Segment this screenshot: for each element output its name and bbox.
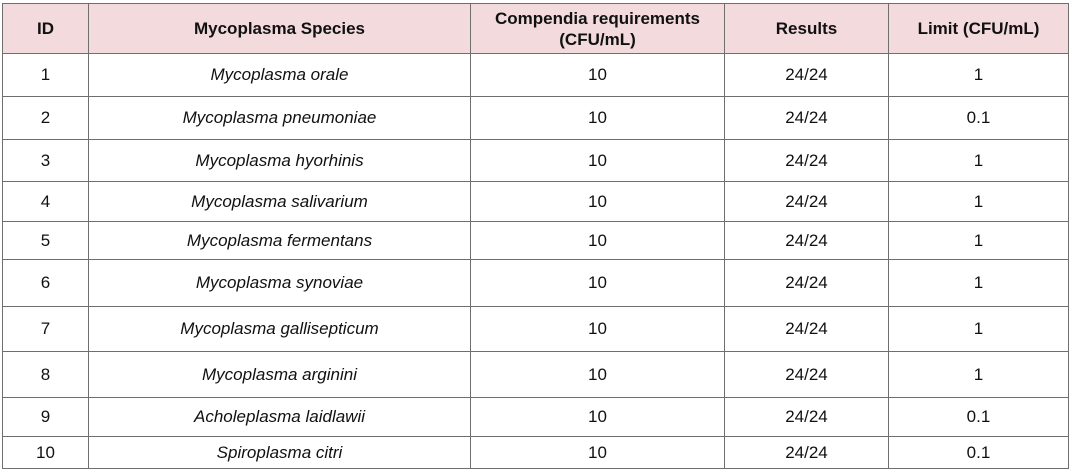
table-row: 4 Mycoplasma salivarium 10 24/24 1 <box>2 181 1069 222</box>
table-row: 5 Mycoplasma fermentans 10 24/24 1 <box>2 221 1069 260</box>
table-row: 10 Spiroplasma citri 10 24/24 0.1 <box>2 436 1069 469</box>
species-cell: Mycoplasma gallisepticum <box>88 306 471 352</box>
species-cell: Spiroplasma citri <box>88 436 471 469</box>
species-cell: Mycoplasma synoviae <box>88 259 471 307</box>
table-cell: 0.1 <box>888 397 1069 437</box>
table-row: 8 Mycoplasma arginini 10 24/24 1 <box>2 351 1069 398</box>
table-cell: 10 <box>470 351 725 398</box>
table-cell: 1 <box>888 53 1069 97</box>
table-cell: 1 <box>888 181 1069 222</box>
header-row: ID Mycoplasma Species Compendia requiremen… <box>2 3 1069 54</box>
table-cell: 2 <box>2 96 89 140</box>
table-cell: 5 <box>2 221 89 260</box>
table-cell: 24/24 <box>724 139 889 182</box>
table-header: ID Mycoplasma Species Compendia requiremen… <box>2 3 1069 54</box>
table-cell: 10 <box>470 53 725 97</box>
table-cell: 24/24 <box>724 397 889 437</box>
table-cell: 7 <box>2 306 89 352</box>
species-cell: Mycoplasma orale <box>88 53 471 97</box>
header-cell: Mycoplasma Species <box>88 3 471 54</box>
table-cell: 0.1 <box>888 96 1069 140</box>
table-cell: 9 <box>2 397 89 437</box>
table-row: 3 Mycoplasma hyorhinis 10 24/24 1 <box>2 139 1069 182</box>
table-cell: 1 <box>888 351 1069 398</box>
table-cell: 24/24 <box>724 351 889 398</box>
table-cell: 0.1 <box>888 436 1069 469</box>
header-cell: Results <box>724 3 889 54</box>
species-cell: Mycoplasma pneumoniae <box>88 96 471 140</box>
table-body: 1 Mycoplasma orale 10 24/24 1 2 Mycoplasma pne… <box>2 53 1069 469</box>
results-table: ID Mycoplasma Species Compendia requiremen… <box>2 3 1069 469</box>
species-cell: Mycoplasma fermentans <box>88 221 471 260</box>
table-cell: 10 <box>470 221 725 260</box>
table-row: 7 Mycoplasma gallisepticum 10 24/24 1 <box>2 306 1069 352</box>
table-cell: 1 <box>888 259 1069 307</box>
table-cell: 1 <box>888 306 1069 352</box>
table-row: 2 Mycoplasma pneumoniae 10 24/24 0.1 <box>2 96 1069 140</box>
table-cell: 10 <box>470 306 725 352</box>
table-cell: 10 <box>470 436 725 469</box>
table-cell: 24/24 <box>724 259 889 307</box>
table-cell: 24/24 <box>724 181 889 222</box>
table-row: 6 Mycoplasma synoviae 10 24/24 1 <box>2 259 1069 307</box>
table-cell: 1 <box>888 139 1069 182</box>
table-cell: 10 <box>470 397 725 437</box>
species-cell: Mycoplasma arginini <box>88 351 471 398</box>
header-cell: Limit (CFU/mL) <box>888 3 1069 54</box>
table-cell: 24/24 <box>724 96 889 140</box>
species-cell: Mycoplasma salivarium <box>88 181 471 222</box>
table-cell: 1 <box>888 221 1069 260</box>
species-cell: Mycoplasma hyorhinis <box>88 139 471 182</box>
table-cell: 10 <box>470 96 725 140</box>
table-cell: 3 <box>2 139 89 182</box>
table-cell: 10 <box>470 259 725 307</box>
table-cell: 4 <box>2 181 89 222</box>
header-cell: Compendia requirements (CFU/mL) <box>470 3 725 54</box>
table-cell: 24/24 <box>724 53 889 97</box>
table-cell: 6 <box>2 259 89 307</box>
table-cell: 24/24 <box>724 436 889 469</box>
table-cell: 24/24 <box>724 221 889 260</box>
table-cell: 24/24 <box>724 306 889 352</box>
table-row: 1 Mycoplasma orale 10 24/24 1 <box>2 53 1069 97</box>
table-cell: 8 <box>2 351 89 398</box>
header-cell: ID <box>2 3 89 54</box>
table-row: 9 Acholeplasma laidlawii 10 24/24 0.1 <box>2 397 1069 437</box>
table-cell: 10 <box>470 181 725 222</box>
table-cell: 10 <box>470 139 725 182</box>
table-cell: 10 <box>2 436 89 469</box>
species-cell: Acholeplasma laidlawii <box>88 397 471 437</box>
table-cell: 1 <box>2 53 89 97</box>
